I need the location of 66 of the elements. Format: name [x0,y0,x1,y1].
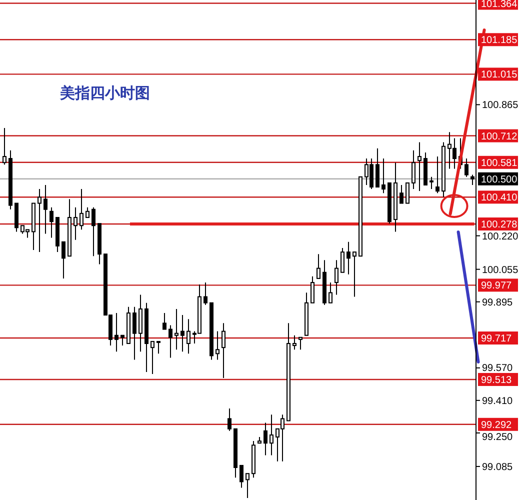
candlestick [246,473,250,498]
ref-line-label: 100.712 [481,131,518,142]
ref-line-label: 100.278 [481,219,518,230]
candlestick [114,312,118,352]
candlestick [406,182,410,204]
ref-line-label: 99.292 [481,420,512,431]
candlestick [204,282,208,306]
candlestick [62,241,66,279]
candlestick [2,128,6,166]
candlestick [240,464,244,488]
ref-line-label: 99.513 [481,374,512,386]
candlestick [412,150,416,190]
candlestick [430,176,434,190]
candlestick [316,254,320,279]
candlestick [328,282,332,304]
y-tick-label: 99.085 [482,462,514,473]
candlestick [298,336,302,350]
candlestick [352,252,356,298]
candlestick [50,206,54,238]
y-tick-label: 100.865 [482,100,519,112]
candlestick [376,148,380,188]
ref-line-label: 100.410 [481,192,518,204]
ref-line-label: 101.015 [481,70,518,81]
candlestick [292,334,296,350]
candlestick [180,314,184,352]
ref-line-label: 101.185 [481,35,518,46]
text: 美指四小时图 [59,84,150,102]
candlestick [38,188,42,253]
y-tick-label: 99.570 [482,362,514,374]
ref-line-label: 101.364 [481,0,518,10]
candlestick [228,408,232,432]
candlestick [174,308,178,350]
y-tick-label: 100.220 [482,231,519,242]
candlestick [216,330,220,360]
candlestick [334,260,338,296]
candlestick [464,158,468,178]
candlestick [44,184,48,234]
candlestick [92,206,96,257]
candlestick [418,142,422,192]
candlestick [162,312,166,330]
candlestick [86,206,90,218]
candlestick [132,306,136,360]
ref-line-label: 100.581 [481,158,518,169]
ref-line-label: 99.977 [481,280,512,292]
candlestick [74,206,78,240]
candlestick [80,188,84,230]
candlestick [340,247,344,273]
y-tick-label: 99.250 [482,432,514,443]
candlestick [264,422,268,456]
candlestick [310,276,314,304]
candlestick [168,324,172,358]
candlestick [400,184,404,204]
y-tick-label: 100.055 [482,264,519,276]
candlestick [150,340,154,374]
candlestick [156,340,160,354]
candlestick [436,156,440,194]
y-tick-label: 99.895 [482,297,514,308]
candlestick [270,414,274,456]
candlestick [186,318,190,354]
candlestick [346,241,350,275]
y-tick-label: 99.410 [482,396,514,407]
candlestick [120,334,124,346]
candlestick [382,158,386,194]
candlestick [222,322,226,379]
ref-line-label: 100.500 [481,174,518,186]
ref-line-label: 99.717 [481,334,512,345]
